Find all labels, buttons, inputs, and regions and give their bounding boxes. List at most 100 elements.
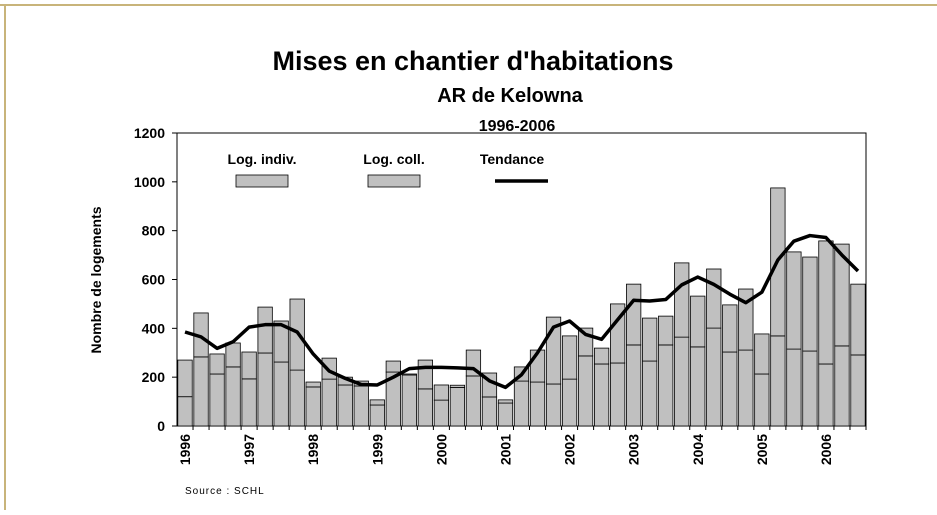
bar-segment — [177, 359, 193, 398]
bar-segment — [738, 349, 754, 427]
bar-segment — [770, 335, 786, 427]
x-tick-label: 1999 — [369, 434, 385, 465]
bar-segment — [674, 262, 690, 338]
bar-segment — [449, 387, 466, 427]
bar-segment — [545, 383, 562, 427]
y-axis-label: Nombre de logements — [88, 206, 104, 353]
bar-segment — [497, 399, 514, 404]
bar-segment — [321, 378, 337, 427]
bar-segment — [289, 369, 305, 427]
bar-segment — [353, 385, 369, 427]
bar-segment — [818, 240, 834, 365]
y-tick-label: 1000 — [134, 174, 165, 190]
bar-segment — [273, 320, 289, 363]
bar-segment — [594, 347, 610, 365]
bar-segment — [449, 384, 466, 388]
bar-segment — [754, 333, 770, 375]
bar-segment — [305, 381, 321, 388]
bar-segment — [401, 373, 417, 376]
bar-segment — [642, 360, 658, 427]
bar-segment — [385, 360, 401, 373]
legend-swatch — [367, 174, 421, 188]
x-tick-label: 2004 — [690, 434, 706, 465]
bar-segment — [209, 353, 225, 375]
bar-segment — [209, 373, 225, 427]
bar-segment — [594, 363, 610, 427]
y-tick-label: 200 — [142, 369, 166, 385]
bar-segment — [658, 315, 674, 346]
bar-segment — [577, 355, 594, 427]
bar-segment — [417, 388, 433, 427]
bar-segment — [690, 346, 706, 427]
bar-segment — [401, 374, 417, 427]
x-tick-label: 2002 — [562, 434, 578, 465]
bar-segment — [674, 336, 690, 427]
bar-segment — [177, 396, 193, 427]
bar-segment — [337, 384, 353, 427]
x-tick-label: 1997 — [241, 434, 257, 465]
bar-segment — [722, 304, 738, 353]
source-note: Source : SCHL — [185, 486, 265, 497]
x-tick-label: 1996 — [177, 434, 193, 465]
y-tick-label: 400 — [142, 320, 166, 336]
bar-segment — [433, 399, 449, 427]
bar-segment — [193, 356, 209, 427]
x-tick-label: 1998 — [305, 434, 321, 465]
bar-segment — [834, 345, 850, 427]
bar-segment — [241, 351, 257, 380]
bar-segment — [722, 351, 738, 427]
bar-segment — [241, 378, 257, 427]
bar-segment — [850, 354, 866, 427]
x-tick-label: 2005 — [754, 434, 770, 465]
y-tick-label: 800 — [142, 223, 166, 239]
bar-segment — [754, 373, 770, 427]
bar-segment — [626, 344, 642, 427]
bar-segment — [417, 359, 433, 390]
bar-segment — [369, 404, 385, 427]
legend-swatch — [235, 174, 289, 188]
y-tick-label: 1200 — [134, 125, 165, 141]
bar-segment — [850, 283, 866, 356]
bar-segment — [610, 303, 626, 364]
bar-segment — [834, 243, 850, 347]
chart-subtitle: AR de Kelowna — [437, 85, 583, 107]
trend-line — [184, 233, 860, 390]
bar-segment — [738, 288, 754, 351]
legend-label: Log. indiv. — [228, 151, 297, 167]
bar-segment — [642, 317, 658, 362]
bar-segment — [529, 381, 546, 427]
x-tick-label: 2003 — [626, 434, 642, 465]
bar-segment — [818, 363, 834, 427]
bar-segment — [690, 295, 706, 348]
bar-segment — [305, 386, 321, 427]
bar-segment — [626, 283, 642, 346]
bar-segment — [786, 348, 802, 427]
bar-segment — [802, 256, 818, 352]
chart-period: 1996-2006 — [479, 118, 556, 135]
y-tick-label: 600 — [142, 272, 166, 288]
bar-segment — [481, 396, 498, 427]
bar-segment — [706, 268, 722, 329]
bar-segment — [497, 402, 514, 427]
y-tick-label: 0 — [157, 418, 165, 434]
bar-segment — [225, 366, 241, 427]
chart-title: Mises en chantier d'habitations — [272, 46, 673, 76]
bar-segment — [257, 306, 273, 354]
x-tick-label: 2006 — [818, 434, 834, 465]
bar-segment — [273, 361, 289, 427]
x-tick-label: 2000 — [433, 434, 449, 465]
legend-label: Tendance — [480, 151, 545, 167]
bar-segment — [802, 350, 818, 427]
bar-segment — [369, 399, 385, 406]
bar-segment — [465, 375, 482, 427]
bar-segment — [561, 335, 578, 380]
legend-label: Log. coll. — [363, 151, 424, 167]
bar-segment — [257, 352, 273, 427]
bar-segment — [513, 380, 530, 427]
bar-segment — [561, 378, 578, 427]
bar-segment — [225, 342, 241, 368]
bar-segment — [658, 344, 674, 427]
x-tick-label: 2001 — [497, 434, 513, 465]
